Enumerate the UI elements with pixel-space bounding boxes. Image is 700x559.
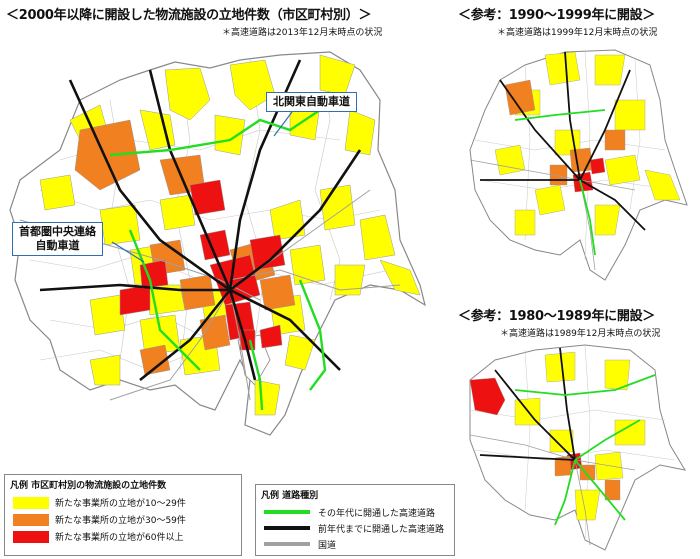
callout-kita-kanto-pointer (273, 111, 293, 137)
legend-road-new: その年代に開通した高速道路 (264, 504, 454, 520)
legend-label-10-29: 新たな事業所の立地が10〜29件 (55, 499, 186, 509)
ref-1990-title: ＜参考：1990〜1999年に開設＞ (458, 8, 655, 23)
new-expressways (109, 99, 336, 411)
legend-label-30-59: 新たな事業所の立地が30〜59件 (55, 516, 186, 526)
legend-road-prior: 前年代までに開通した高速道路 (264, 520, 454, 536)
callout-ken-o-label-1: 首都圏中央連絡 (19, 225, 96, 238)
legend-roads: 凡例 道路種別 その年代に開通した高速道路 前年代までに開通した高速道路 国道 (255, 484, 455, 556)
legend-line-grey (264, 542, 310, 546)
legend-line-green (264, 510, 310, 514)
callout-kita-kanto-expressway: 北関東自動車道 (266, 92, 357, 112)
main-map-note: ＊高速道路は2013年12月末時点の状況 (222, 28, 383, 38)
ref-1990-note: ＊高速道路は1999年12月末時点の状況 (497, 28, 658, 38)
legend-label-national-road: 国道 (318, 540, 337, 551)
main-map-title: ＜2000年以降に開設した物流施設の立地件数（市区町村別）＞ (6, 8, 372, 23)
ref-1990-map (469, 49, 688, 281)
ref-1980-note: ＊高速道路は1989年12月末時点の状況 (500, 329, 661, 339)
legend-label-prior-expressway: 前年代までに開通した高速道路 (318, 524, 445, 535)
legend-item-10-29: 新たな事業所の立地が10〜29件 (13, 494, 241, 511)
yellow-areas (39, 54, 421, 416)
callout-ken-o-pointer (111, 241, 145, 263)
legend-label-60-plus: 新たな事業所の立地が60件以上 (55, 533, 184, 543)
legend-swatch-orange (13, 513, 49, 526)
legend-label-new-expressway: その年代に開通した高速道路 (318, 508, 436, 519)
ref-1980-map (469, 344, 687, 551)
legend-item-30-59: 新たな事業所の立地が30〜59件 (13, 511, 241, 528)
legend-line-black (264, 526, 310, 530)
callout-ken-o-expressway: 首都圏中央連絡 自動車道 (12, 222, 103, 256)
legend-road-national: 国道 (264, 536, 454, 552)
legend-swatch-yellow (13, 496, 49, 509)
legend-facilities: 凡例 市区町村別の物流施設の立地件数 新たな事業所の立地が10〜29件 新たな事… (4, 474, 242, 556)
legend-item-60-plus: 新たな事業所の立地が60件以上 (13, 528, 241, 545)
legend-roads-title: 凡例 道路種別 (261, 491, 319, 501)
legend-swatch-red (13, 530, 49, 543)
ref-1980-title: ＜参考：1980〜1989年に開設＞ (458, 309, 655, 324)
legend-facilities-title: 凡例 市区町村別の物流施設の立地件数 (10, 481, 167, 491)
callout-kita-kanto-label: 北関東自動車道 (273, 95, 350, 108)
callout-ken-o-label-2: 自動車道 (35, 239, 80, 252)
